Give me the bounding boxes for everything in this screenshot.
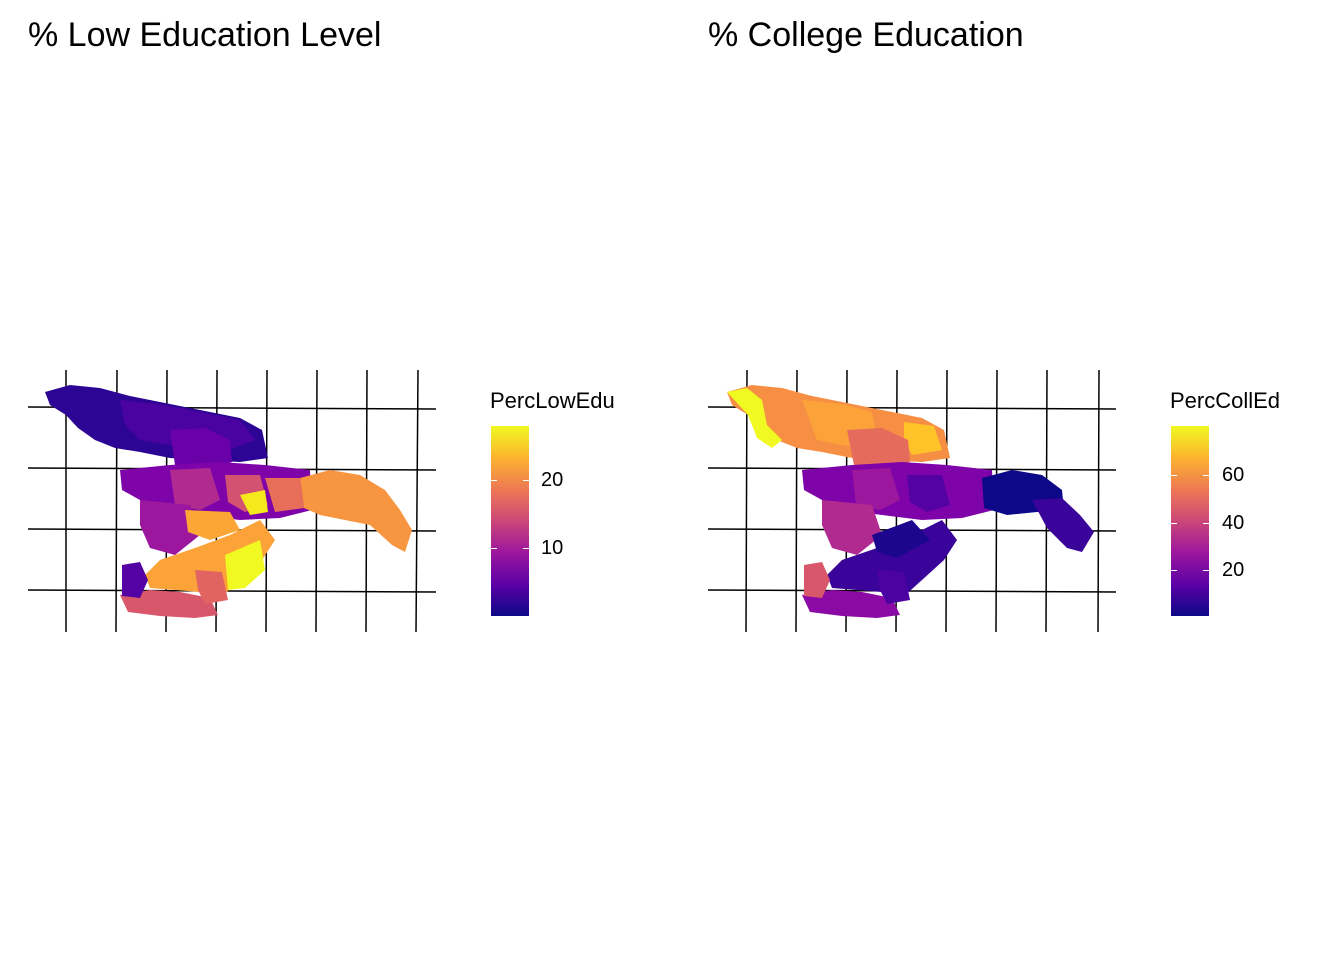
map-title: % College Education [708, 16, 1024, 54]
map-panel-college-education: % College Education [672, 0, 1344, 960]
legend-tick-mark [1203, 475, 1209, 476]
map-region [195, 570, 228, 604]
legend-tick-mark [523, 548, 529, 549]
map-region [140, 500, 200, 555]
legend-tick-mark [1203, 523, 1209, 524]
map-region [877, 570, 910, 604]
map-region [300, 470, 412, 552]
map-title: % Low Education Level [28, 16, 382, 54]
choropleth-map-college-education [707, 369, 1117, 633]
map-region [170, 468, 220, 510]
map-region [170, 428, 232, 470]
legend-tick-label: 20 [541, 469, 564, 491]
map-region [802, 590, 900, 618]
map-region [1032, 498, 1094, 552]
map-panel-low-education: % Low Education Level [27, 16, 615, 633]
map-region [872, 520, 930, 558]
map-regions [45, 385, 412, 618]
map-region [145, 520, 275, 598]
legend-title: PercCollEd [1170, 388, 1281, 413]
legend-tick-mark [1203, 570, 1209, 571]
map-region [907, 475, 950, 512]
legend-tick-mark [491, 480, 497, 481]
legend-tick-label: 40 [1222, 512, 1245, 534]
legend-tick-label: 10 [541, 537, 564, 559]
map-region [265, 478, 304, 512]
map-region [122, 562, 148, 598]
legend-title: PercLowEdu [490, 388, 615, 413]
map-region [804, 562, 830, 598]
map-region [904, 422, 942, 455]
map-region [852, 468, 900, 510]
map-region [847, 428, 910, 470]
legend-tick-label: 60 [1222, 464, 1245, 486]
map-regions [727, 385, 1094, 618]
choropleth-map-low-education [27, 369, 437, 633]
legend-tick-mark [491, 548, 497, 549]
legend-tick-mark [1171, 475, 1177, 476]
legend-tick-mark [1171, 523, 1177, 524]
legend-tick-mark [1171, 570, 1177, 571]
map-region [727, 388, 782, 448]
map-region [185, 510, 240, 540]
map-region [822, 500, 882, 555]
legend-tick-mark [523, 480, 529, 481]
map-region [120, 590, 218, 618]
legend-tick-label: 20 [1222, 559, 1245, 581]
legend-color-bar [1171, 426, 1209, 616]
legend-color-bar [491, 426, 529, 616]
map-region [225, 540, 265, 590]
map-region [240, 490, 268, 515]
